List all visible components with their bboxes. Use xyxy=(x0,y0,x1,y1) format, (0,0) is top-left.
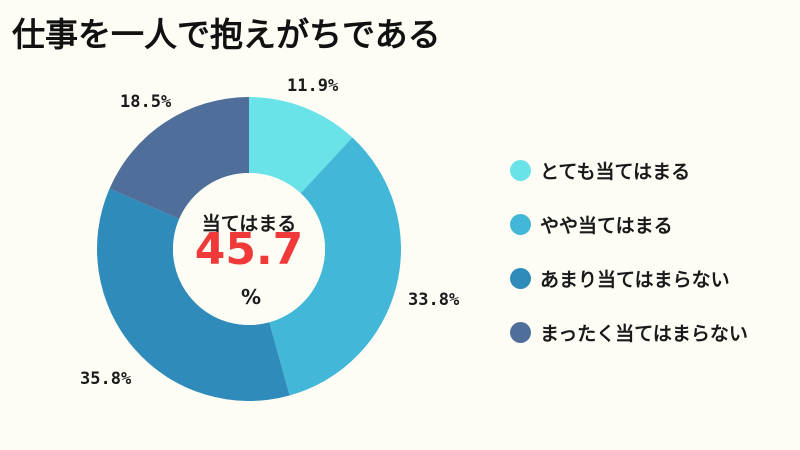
slice-label-very-true: 11.9% xyxy=(287,76,339,96)
legend-item-very-true: とても当てはまる xyxy=(510,157,748,184)
legend-label: やや当てはまる xyxy=(540,215,673,237)
center-value: 45.7 xyxy=(194,224,304,275)
slice-label-not-true-at-all: 18.5% xyxy=(120,92,172,112)
legend-dot-icon xyxy=(510,160,531,181)
center-label: 当てはまる xyxy=(201,213,297,235)
legend-dot-icon xyxy=(510,268,531,289)
legend-label: あまり当てはまらない xyxy=(540,269,730,291)
legend-dot-icon xyxy=(510,214,531,235)
legend-label: とても当てはまる xyxy=(540,161,691,183)
center-unit: % xyxy=(240,285,262,309)
legend: とても当てはまる やや当てはまる あまり当てはまらない まったく当てはまらない xyxy=(510,157,748,373)
slice-label-somewhat-true: 33.8% xyxy=(408,290,460,310)
donut-slice xyxy=(249,97,353,194)
donut-slice xyxy=(109,96,249,219)
legend-dot-icon xyxy=(510,322,531,343)
chart-title: 仕事を一人で抱えがちである xyxy=(12,15,441,54)
legend-item-somewhat-true: やや当てはまる xyxy=(510,211,748,238)
legend-item-not-very-true: あまり当てはまらない xyxy=(510,265,748,292)
legend-label: まったく当てはまらない xyxy=(540,323,748,345)
donut-hole xyxy=(173,173,325,325)
legend-item-not-true-at-all: まったく当てはまらない xyxy=(510,319,748,346)
donut-slice xyxy=(96,188,290,401)
slice-label-not-very-true: 35.8% xyxy=(80,369,132,389)
donut-slice xyxy=(269,137,401,396)
